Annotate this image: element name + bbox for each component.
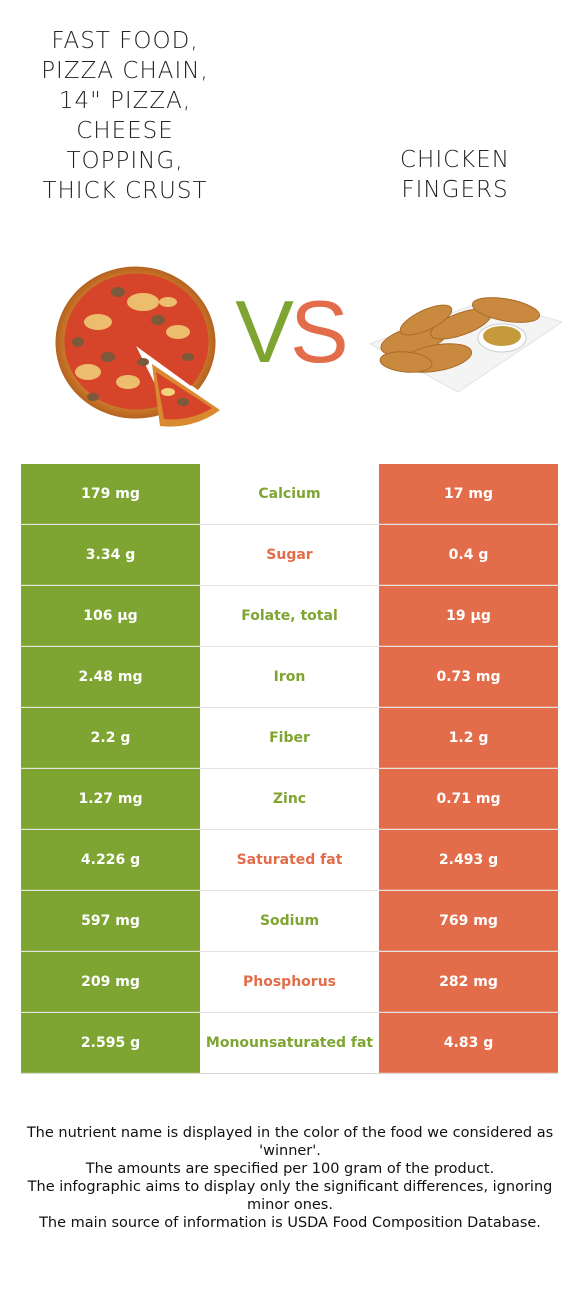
table-row: 2.2 g Fiber 1.2 g (21, 707, 558, 768)
footnote-line: The infographic aims to display only the… (27, 1179, 553, 1213)
right-value: 0.71 mg (379, 769, 558, 829)
left-value: 4.226 g (21, 830, 200, 890)
right-value: 282 mg (379, 952, 558, 1012)
left-value: 2.48 mg (21, 647, 200, 707)
left-value: 106 µg (21, 586, 200, 646)
vs-label: VS (225, 282, 355, 382)
table-row: 2.48 mg Iron 0.73 mg (21, 646, 558, 707)
right-value: 2.493 g (379, 830, 558, 890)
footnote-line: The amounts are specified per 100 gram o… (85, 1161, 495, 1177)
table-row: 106 µg Folate, total 19 µg (21, 585, 558, 646)
comparison-table: 179 mg Calcium 17 mg 3.34 g Sugar 0.4 g … (21, 464, 558, 1074)
right-food-title: CHICKEN FINGERS (335, 145, 575, 205)
nutrient-name: Iron (200, 647, 379, 707)
table-row: 179 mg Calcium 17 mg (21, 464, 558, 524)
table-row: 209 mg Phosphorus 282 mg (21, 951, 558, 1012)
nutrient-name: Calcium (200, 464, 379, 524)
table-row: 2.595 g Monounsaturated fat 4.83 g (21, 1012, 558, 1073)
vs-s: S (290, 282, 349, 381)
right-value: 0.73 mg (379, 647, 558, 707)
right-title-line: FINGERS (401, 177, 509, 203)
left-value: 209 mg (21, 952, 200, 1012)
left-title-line: FAST FOOD, (51, 28, 199, 54)
vs-v: V (235, 282, 294, 381)
footnote: The nutrient name is displayed in the co… (20, 1124, 560, 1232)
left-title-line: CHEESE (76, 118, 174, 144)
nutrient-name: Fiber (200, 708, 379, 768)
nutrient-name: Monounsaturated fat (200, 1013, 379, 1073)
left-value: 179 mg (21, 464, 200, 524)
left-value: 1.27 mg (21, 769, 200, 829)
right-value: 1.2 g (379, 708, 558, 768)
nutrient-name: Phosphorus (200, 952, 379, 1012)
left-value: 597 mg (21, 891, 200, 951)
left-value: 3.34 g (21, 525, 200, 585)
pizza-image (55, 266, 220, 427)
left-value: 2.2 g (21, 708, 200, 768)
nutrient-name: Sugar (200, 525, 379, 585)
table-row: 3.34 g Sugar 0.4 g (21, 524, 558, 585)
right-title-line: CHICKEN (399, 147, 511, 173)
table-row: 1.27 mg Zinc 0.71 mg (21, 768, 558, 829)
footnote-line: The main source of information is USDA F… (39, 1215, 541, 1231)
right-value: 17 mg (379, 464, 558, 524)
nutrient-name: Saturated fat (200, 830, 379, 890)
right-value: 0.4 g (379, 525, 558, 585)
table-row: 597 mg Sodium 769 mg (21, 890, 558, 951)
chicken-fingers-image (368, 297, 562, 393)
table-row: 4.226 g Saturated fat 2.493 g (21, 829, 558, 890)
left-title-line: 14" PIZZA, (58, 88, 192, 114)
right-value: 19 µg (379, 586, 558, 646)
nutrient-name: Sodium (200, 891, 379, 951)
nutrient-name: Folate, total (200, 586, 379, 646)
nutrient-name: Zinc (200, 769, 379, 829)
right-value: 769 mg (379, 891, 558, 951)
left-title-line: PIZZA CHAIN, (41, 58, 209, 84)
left-value: 2.595 g (21, 1013, 200, 1073)
right-value: 4.83 g (379, 1013, 558, 1073)
footnote-line: The nutrient name is displayed in the co… (26, 1125, 554, 1159)
left-food-title: FAST FOOD, PIZZA CHAIN, 14" PIZZA, CHEES… (5, 26, 245, 206)
left-title-line: THICK CRUST (42, 178, 208, 204)
left-title-line: TOPPING, (66, 148, 184, 174)
